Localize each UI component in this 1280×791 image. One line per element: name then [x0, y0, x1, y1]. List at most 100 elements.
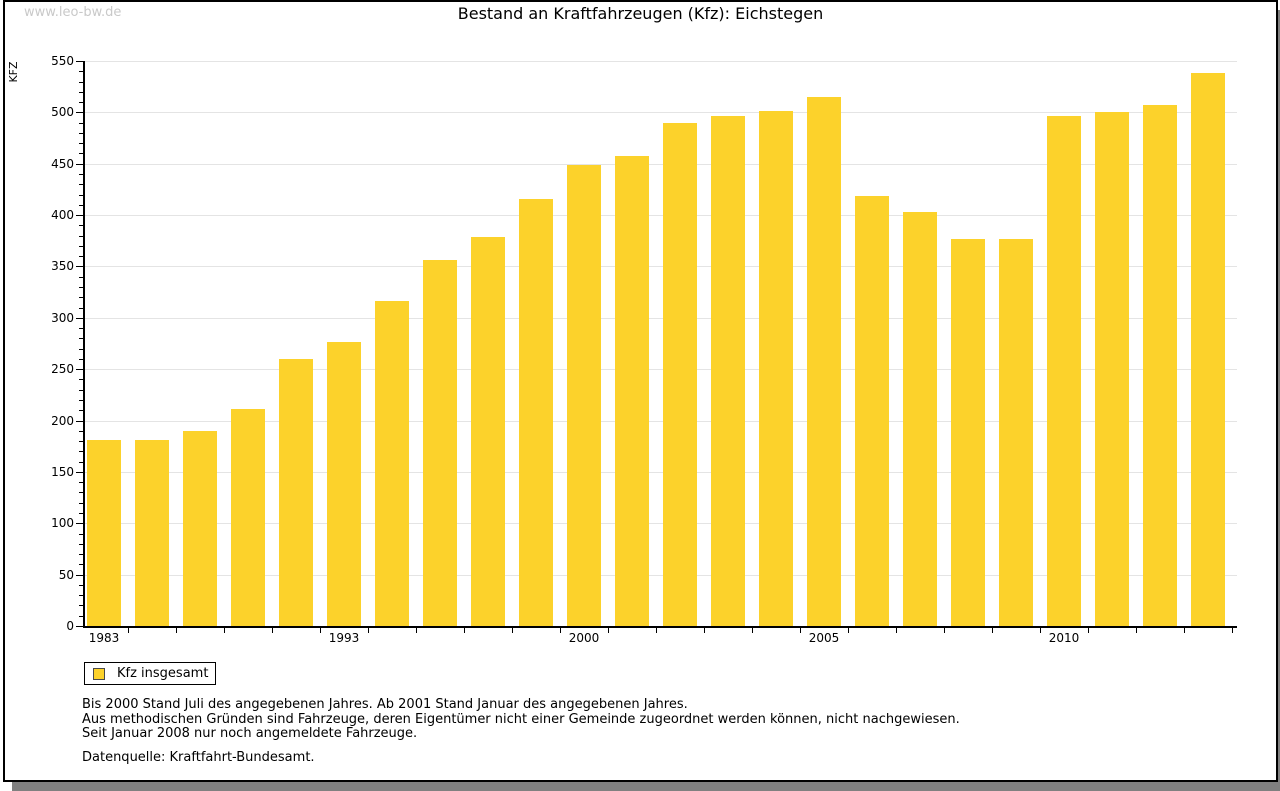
y-minor-tick [79, 441, 83, 442]
y-minor-tick [79, 184, 83, 185]
data-source: Datenquelle: Kraftfahrt-Bundesamt. [82, 749, 315, 765]
y-gridline [85, 575, 1237, 576]
y-minor-tick [79, 236, 83, 237]
y-tick-label: 150 [51, 465, 74, 479]
y-minor-tick [79, 277, 83, 278]
y-major-tick [76, 575, 83, 576]
x-tick [368, 628, 369, 633]
y-minor-tick [79, 482, 83, 483]
x-tick [464, 628, 465, 633]
bar-2011 [1095, 112, 1129, 626]
x-tick-label: 2005 [808, 631, 840, 645]
x-tick-label: 2010 [1048, 631, 1080, 645]
y-minor-tick [79, 390, 83, 391]
y-minor-tick [79, 585, 83, 586]
bar-1991 [279, 359, 313, 626]
y-gridline [85, 421, 1237, 422]
x-tick [896, 628, 897, 633]
y-minor-tick [79, 143, 83, 144]
y-minor-tick [79, 225, 83, 226]
bar-1985 [135, 440, 169, 626]
y-major-tick [76, 318, 83, 319]
y-tick-label: 100 [51, 516, 74, 530]
bar-1998 [471, 237, 505, 626]
x-tick [1184, 628, 1185, 633]
y-minor-tick [79, 616, 83, 617]
y-minor-tick [79, 492, 83, 493]
y-minor-tick [79, 379, 83, 380]
y-minor-tick [79, 605, 83, 606]
y-axis-line [83, 61, 85, 628]
y-minor-tick [79, 297, 83, 298]
watermark: www.leo-bw.de [24, 5, 122, 20]
bar-1989 [231, 409, 265, 626]
x-tick [1040, 628, 1041, 633]
x-axis-line [83, 626, 1237, 628]
y-minor-tick [79, 123, 83, 124]
y-major-tick [76, 523, 83, 524]
y-minor-tick [79, 564, 83, 565]
y-gridline [85, 61, 1237, 62]
y-tick-label: 550 [51, 54, 74, 68]
x-tick [656, 628, 657, 633]
x-tick-label: 1993 [328, 631, 360, 645]
y-minor-tick [79, 595, 83, 596]
y-gridline [85, 266, 1237, 267]
y-tick-label: 250 [51, 362, 74, 376]
y-tick-label: 350 [51, 259, 74, 273]
y-minor-tick [79, 71, 83, 72]
y-minor-tick [79, 400, 83, 401]
footnote-line: Bis 2000 Stand Juli des angegebenen Jahr… [82, 697, 688, 712]
y-major-tick [76, 215, 83, 216]
x-tick [272, 628, 273, 633]
x-tick [512, 628, 513, 633]
y-gridline [85, 215, 1237, 216]
y-minor-tick [79, 554, 83, 555]
y-tick-label: 400 [51, 208, 74, 222]
y-major-tick [76, 421, 83, 422]
x-tick-label: 1983 [88, 631, 120, 645]
bar-1997 [423, 260, 457, 626]
y-tick-label: 500 [51, 105, 74, 119]
y-minor-tick [79, 349, 83, 350]
footnote-line: Seit Januar 2008 nur noch angemeldete Fa… [82, 726, 418, 741]
bar-2012 [1143, 105, 1177, 626]
y-tick-label: 200 [51, 414, 74, 428]
x-tick [560, 628, 561, 633]
x-tick [752, 628, 753, 633]
x-tick [800, 628, 801, 633]
bar-2009 [999, 239, 1033, 626]
y-minor-tick [79, 308, 83, 309]
bar-1995 [375, 301, 409, 626]
y-tick-label: 0 [66, 619, 74, 633]
y-minor-tick [79, 287, 83, 288]
y-major-tick [76, 61, 83, 62]
y-gridline [85, 472, 1237, 473]
y-tick-label: 50 [58, 568, 74, 582]
y-major-tick [76, 626, 83, 627]
y-gridline [85, 369, 1237, 370]
bar-1993 [327, 342, 361, 626]
bar-2010 [1047, 116, 1081, 626]
y-minor-tick [79, 359, 83, 360]
y-minor-tick [79, 153, 83, 154]
bar-2000 [567, 165, 601, 626]
y-minor-tick [79, 102, 83, 103]
y-gridline [85, 112, 1237, 113]
x-tick [848, 628, 849, 633]
y-minor-tick [79, 133, 83, 134]
y-minor-tick [79, 246, 83, 247]
y-major-tick [76, 112, 83, 113]
y-major-tick [76, 369, 83, 370]
y-minor-tick [79, 431, 83, 432]
chart-title: Bestand an Kraftfahrzeugen (Kfz): Eichst… [457, 4, 824, 23]
y-tick-label: 450 [51, 157, 74, 171]
x-tick [224, 628, 225, 633]
y-major-tick [76, 164, 83, 165]
y-minor-tick [79, 174, 83, 175]
y-minor-tick [79, 462, 83, 463]
y-minor-tick [79, 451, 83, 452]
y-minor-tick [79, 92, 83, 93]
legend: Kfz insgesamt [84, 662, 216, 685]
